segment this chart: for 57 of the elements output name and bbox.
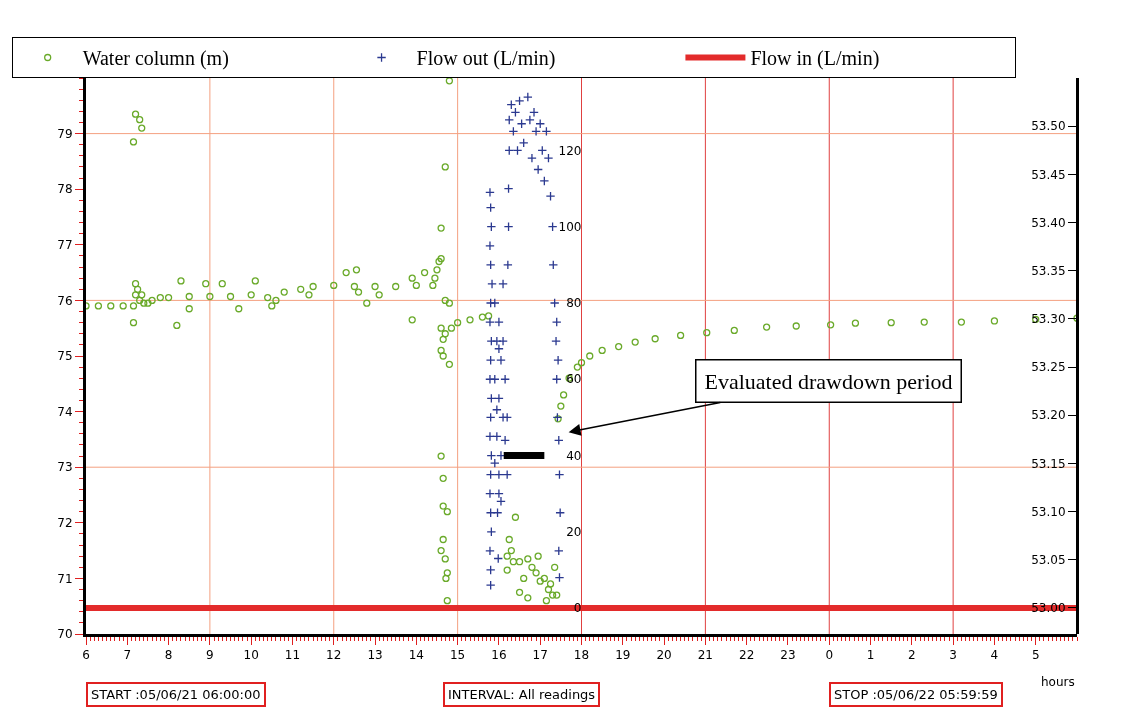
y3-tick-label: 53.20 (1031, 408, 1066, 423)
y2-tick-label: 60 (566, 372, 582, 387)
y-tick-label: 70 (57, 627, 73, 642)
y3-tick-label: 53.45 (1031, 167, 1066, 182)
y3-tick-label: 53.40 (1031, 215, 1066, 230)
text: INTERVAL: All readings (448, 687, 596, 702)
x-tick-label: 22 (739, 648, 755, 663)
x-tick-label: 15 (449, 648, 466, 663)
text: START :05/06/21 06:00:00 (91, 687, 261, 702)
x-tick-label: 4 (990, 648, 999, 663)
legend-label: Water column (m) (82, 47, 229, 71)
legend-label: Flow out (L/min) (416, 47, 556, 71)
y3-tick-label: 53.25 (1031, 360, 1066, 375)
y2-tick-label: 20 (566, 525, 582, 539)
x-tick-label: 11 (284, 648, 301, 663)
y-tick-label: 75 (57, 349, 73, 364)
x-tick-label: 0 (825, 648, 834, 663)
x-tick-label: 19 (615, 648, 631, 663)
x-tick-label: 13 (367, 648, 383, 663)
x-tick-label: 12 (326, 648, 342, 663)
y-tick-label: 77 (57, 238, 73, 252)
y-tick-label: 76 (57, 293, 73, 308)
y-tick-label: 72 (57, 516, 73, 530)
x-tick-label: 14 (408, 648, 424, 663)
y2-tick-label: 80 (566, 296, 582, 311)
y3-tick-label: 53.10 (1031, 504, 1066, 519)
x-axis-title: hours (1041, 675, 1075, 689)
x-tick-label: 6 (82, 648, 90, 663)
y3-tick-label: 53.50 (1031, 119, 1066, 134)
x-tick-label: 16 (491, 648, 507, 663)
x-tick-label: 21 (697, 648, 714, 663)
y3-tick-label: 53.05 (1031, 553, 1066, 567)
x-tick-label: 9 (206, 648, 214, 663)
y3-tick-label: 53.15 (1031, 456, 1066, 471)
x-tick-label: 5 (1031, 648, 1040, 663)
y2-tick-label: 40 (566, 448, 582, 463)
y-tick-label: 73 (57, 460, 73, 475)
x-tick-label: 23 (780, 648, 796, 663)
y2-tick-label: 120 (558, 143, 582, 158)
x-tick-label: 17 (532, 648, 548, 663)
annotation: Evaluated drawdown period (704, 368, 953, 394)
x-tick-label: 1 (866, 648, 875, 663)
x-tick-label: 20 (656, 648, 672, 663)
x-tick-label: 3 (949, 648, 957, 663)
y2-tick-label: 100 (558, 219, 582, 234)
y-tick-label: 79 (57, 126, 73, 141)
y-tick-label: 71 (57, 571, 73, 586)
x-tick-label: 8 (164, 648, 173, 663)
x-tick-label: 7 (123, 648, 132, 663)
y-tick-label: 78 (57, 182, 73, 197)
x-tick-label: 18 (573, 648, 590, 663)
x-tick-label: 2 (908, 648, 916, 663)
legend-label: Flow in (L/min) (750, 47, 880, 71)
y-tick-label: 74 (57, 404, 73, 419)
x-tick-label: 10 (243, 648, 259, 663)
y3-tick-label: 53.35 (1031, 263, 1066, 278)
text: STOP :05/06/22 05:59:59 (834, 687, 998, 702)
